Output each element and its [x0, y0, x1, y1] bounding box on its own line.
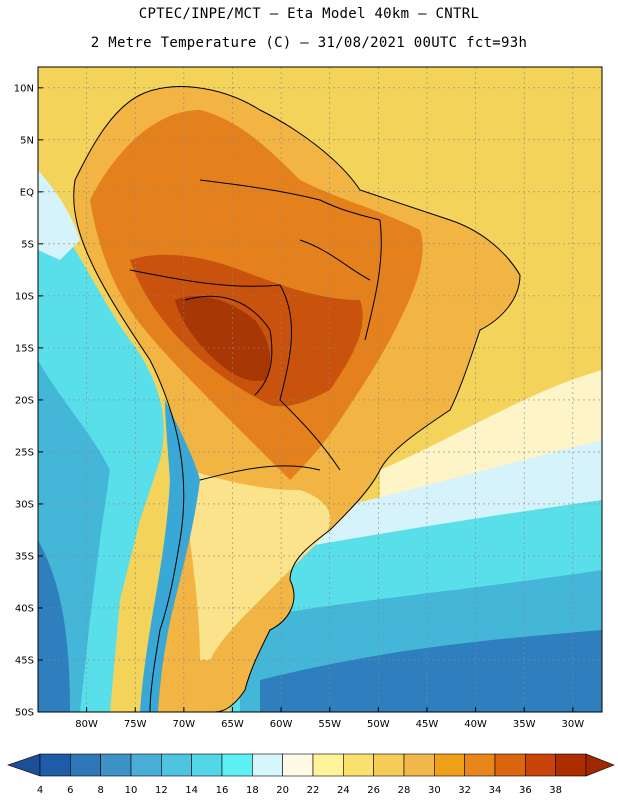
lat-tick-label: 10N: [14, 83, 34, 94]
colorbar-label: 20: [276, 785, 289, 796]
lon-tick-label: 75W: [124, 719, 147, 730]
colorbar-label: 38: [549, 785, 562, 796]
lon-tick-label: 80W: [75, 719, 98, 730]
colorbar-label: 4: [37, 785, 43, 796]
colorbar-label: 6: [67, 785, 73, 796]
lon-tick-label: 30W: [562, 719, 585, 730]
colorbar-swatch: [343, 753, 374, 777]
lat-tick-label: 5N: [20, 135, 34, 146]
pacific-deep: [38, 540, 70, 712]
lon-tick-label: 70W: [173, 719, 196, 730]
colorbar-high-arrow: [585, 753, 615, 777]
colorbar-swatch: [312, 753, 344, 777]
colorbar-swatch: [282, 753, 314, 777]
colorbar: 4 6 8 10 12 14 16 18 20 22 24 26 28 30 32 34 36 38: [7, 753, 615, 796]
colorbar-low-arrow: [7, 753, 41, 777]
colorbar-swatch: [191, 753, 223, 777]
pacific-pale: [38, 170, 80, 260]
colorbar-label: 24: [337, 785, 350, 796]
continent-outline: [73, 86, 521, 713]
coastline: [73, 86, 521, 713]
lon-tick-label: 50W: [367, 719, 390, 730]
lat-tick-label: 40S: [15, 603, 34, 614]
colorbar-label: 10: [125, 785, 138, 796]
colorbar-label: 8: [97, 785, 103, 796]
colorbar-label: 32: [458, 785, 471, 796]
map-frame: [37, 66, 603, 713]
lat-tick-label: EQ: [20, 187, 34, 198]
colorbar-swatch: [464, 753, 496, 777]
latitude-axis: 10N 5N EQ 5S 10S 15S 20S 25S 30S 35S 40S 45S 50S: [14, 83, 43, 719]
lon-tick-label: 65W: [221, 719, 244, 730]
colorbar-label: 28: [398, 785, 411, 796]
colorbar-swatch: [100, 753, 132, 777]
lon-tick-label: 40W: [464, 719, 487, 730]
lat-tick-label: 35S: [15, 551, 34, 562]
colorbar-label: 34: [489, 785, 502, 796]
colorbar-swatch: [373, 753, 405, 777]
lat-tick-label: 45S: [15, 655, 34, 666]
lon-tick-label: 60W: [270, 719, 293, 730]
colorbar-swatch: [525, 753, 556, 777]
border-bolivia: [184, 295, 273, 396]
lat-tick-label: 10S: [15, 291, 34, 302]
land-extreme-region: [175, 296, 271, 381]
lon-tick-label: 55W: [318, 719, 341, 730]
colorbar-label: 18: [246, 785, 259, 796]
longitude-axis: 80W 75W 70W 65W 60W 55W 50W 45W 40W 35W 30W: [75, 707, 584, 730]
colorbar-swatch: [161, 753, 192, 777]
colorbar-label: 22: [307, 785, 320, 796]
land-south-region: [190, 470, 331, 660]
colorbar-label: 26: [367, 785, 380, 796]
colorbar-label: 14: [185, 785, 198, 796]
lat-tick-label: 20S: [15, 395, 34, 406]
lat-tick-label: 50S: [15, 708, 34, 719]
border-states-2: [299, 239, 371, 281]
lat-tick-label: 5S: [21, 239, 34, 250]
colorbar-label: 16: [216, 785, 229, 796]
lon-tick-label: 45W: [416, 719, 439, 730]
title-line-2: 2 Metre Temperature (C) – 31/08/2021 00U…: [90, 35, 528, 51]
colorbar-swatch: [221, 753, 253, 777]
colorbar-swatch: [252, 753, 283, 777]
border-states-1: [364, 219, 382, 341]
lat-tick-label: 15S: [15, 343, 34, 354]
colorbar-label: 12: [155, 785, 168, 796]
border-brazil-north: [199, 179, 381, 221]
colorbar-swatch: [130, 753, 162, 777]
border-brazil-west: [129, 269, 341, 471]
ocean-deep-band: [260, 630, 602, 712]
colorbar-swatch: [39, 753, 71, 777]
temperature-field: [38, 67, 602, 712]
colorbar-swatch: [434, 753, 465, 777]
lat-tick-label: 25S: [15, 447, 34, 458]
colorbar-swatch: [555, 753, 587, 777]
lon-tick-label: 35W: [513, 719, 536, 730]
colorbar-label: 30: [428, 785, 441, 796]
andes-cold-strip: [140, 400, 200, 712]
colorbar-label: 36: [519, 785, 532, 796]
border-argentina: [199, 465, 321, 481]
title-line-1: CPTEC/INPE/MCT – Eta Model 40km – CNTRL: [138, 6, 480, 22]
lat-tick-label: 30S: [15, 499, 34, 510]
colorbar-swatch: [70, 753, 101, 777]
colorbar-swatch: [403, 753, 435, 777]
colorbar-swatch: [494, 753, 526, 777]
